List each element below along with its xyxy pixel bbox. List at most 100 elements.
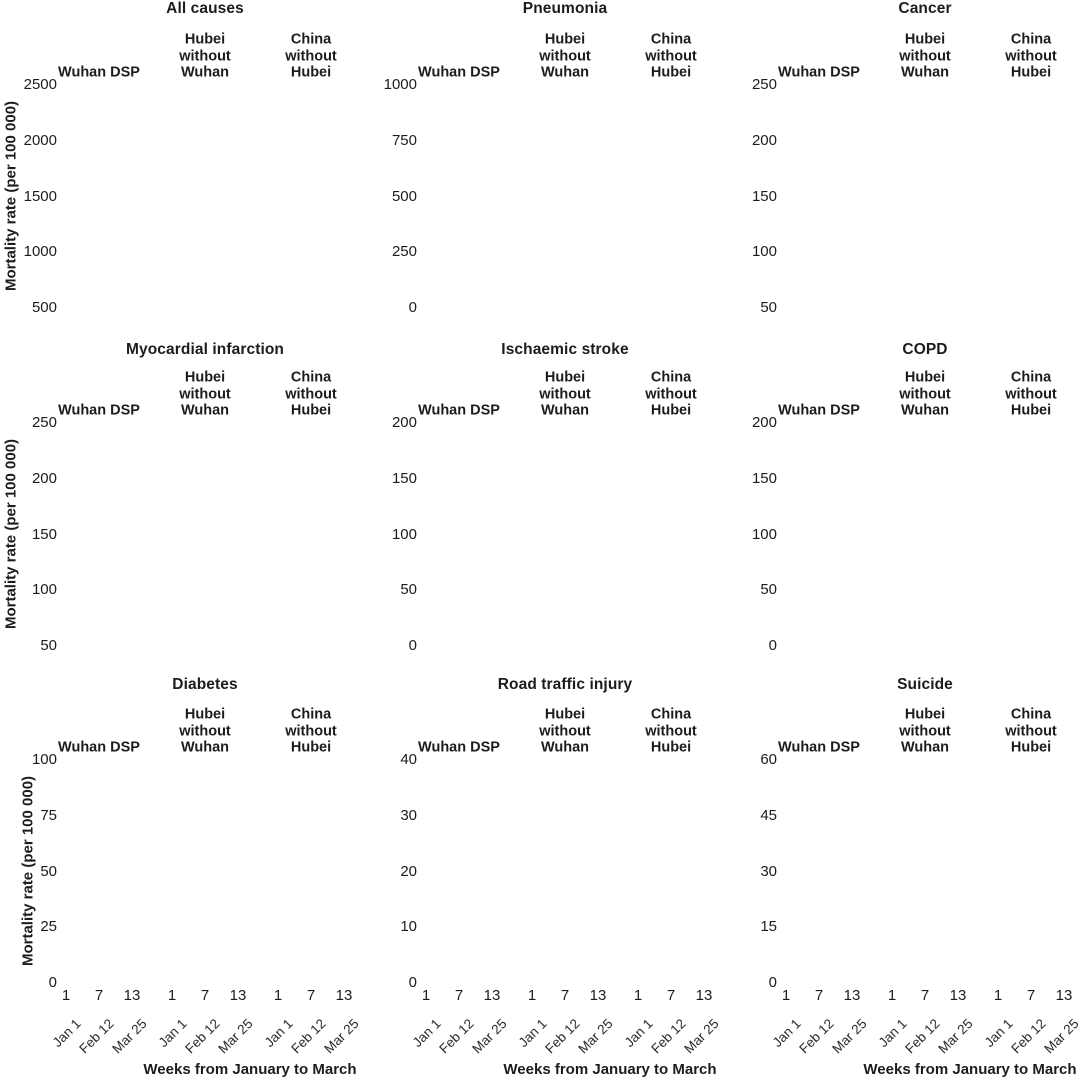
- x-axis-label: Weeks from January to March: [503, 1061, 717, 1078]
- x-tick-label: 7: [666, 987, 676, 1004]
- x-tick-label: 1: [273, 987, 283, 1004]
- y-tick-label: 200: [31, 469, 57, 487]
- y-tick-label: 45: [760, 806, 777, 824]
- cause-title-cancer: Cancer: [898, 0, 952, 17]
- y-tick-label: 200: [751, 131, 777, 149]
- x-tick-label: 7: [306, 987, 316, 1004]
- x-tick-label: 13: [589, 987, 607, 1004]
- region-title: China without Hubei: [1005, 31, 1057, 81]
- y-tick-label: 200: [391, 414, 417, 431]
- y-tick-label: 1000: [383, 76, 417, 93]
- x-tick-label: 13: [843, 987, 861, 1004]
- y-tick-label: 0: [768, 637, 777, 654]
- region-title: Hubei without Wuhan: [179, 31, 231, 81]
- x-tick-date-label: Feb 12: [542, 1016, 583, 1057]
- x-tick-date-label: Mar 25: [935, 1016, 976, 1057]
- x-tick-date-label: Mar 25: [681, 1016, 722, 1057]
- x-tick-label: 1: [781, 987, 791, 1004]
- x-tick-date-label: Mar 25: [215, 1016, 256, 1057]
- y-tick-label: 15: [760, 918, 777, 936]
- x-tick-date-label: Feb 12: [1008, 1016, 1049, 1057]
- region-title: China without Hubei: [645, 706, 697, 756]
- y-tick-label: 50: [40, 862, 57, 880]
- region-title: Wuhan DSP: [58, 402, 140, 419]
- region-title: Wuhan DSP: [778, 64, 860, 81]
- region-title: Wuhan DSP: [778, 402, 860, 419]
- y-tick-label: 150: [31, 525, 57, 543]
- x-tick-label: 1: [993, 987, 1003, 1004]
- y-tick-label: 1000: [23, 243, 57, 261]
- region-title: Hubei without Wuhan: [539, 369, 591, 419]
- x-tick-label: 1: [633, 987, 643, 1004]
- y-tick-label: 25: [40, 918, 57, 936]
- cause-title-pneumonia: Pneumonia: [522, 0, 608, 17]
- x-tick-label: 1: [421, 987, 431, 1004]
- y-tick-label: 250: [391, 243, 417, 261]
- x-tick-date-label: Mar 25: [469, 1016, 510, 1057]
- region-title: China without Hubei: [285, 31, 337, 81]
- x-tick-label: 13: [483, 987, 501, 1004]
- x-tick-label: 13: [335, 987, 353, 1004]
- region-title: China without Hubei: [645, 369, 697, 419]
- x-tick-date-label: Feb 12: [902, 1016, 943, 1057]
- y-tick-label: 0: [768, 974, 777, 991]
- y-tick-label: 40: [400, 751, 417, 768]
- region-title: Wuhan DSP: [58, 64, 140, 81]
- region-title: Wuhan DSP: [778, 739, 860, 756]
- region-title: China without Hubei: [285, 369, 337, 419]
- x-tick-date-label: Feb 12: [182, 1016, 223, 1057]
- y-tick-label: 50: [400, 581, 417, 599]
- y-tick-label: 150: [751, 187, 777, 205]
- x-tick-label: 7: [454, 987, 464, 1004]
- y-tick-label: 750: [391, 131, 417, 149]
- x-tick-date-label: Feb 12: [436, 1016, 477, 1057]
- x-tick-label: 1: [167, 987, 177, 1004]
- x-tick-date-label: Mar 25: [109, 1016, 150, 1057]
- region-title: China without Hubei: [1005, 369, 1057, 419]
- y-tick-label: 30: [400, 806, 417, 824]
- cause-title-all-causes: All causes: [166, 0, 244, 17]
- y-tick-label: 2000: [23, 131, 57, 149]
- y-tick-label: 100: [751, 243, 777, 261]
- x-tick-label: 7: [1026, 987, 1036, 1004]
- y-tick-label: 500: [391, 187, 417, 205]
- x-tick-date-label: Mar 25: [321, 1016, 362, 1057]
- x-axis-label: Weeks from January to March: [143, 1061, 357, 1078]
- y-tick-label: 50: [760, 581, 777, 599]
- cause-title-myocardial-infarction: Myocardial infarction: [126, 341, 284, 358]
- x-tick-label: 13: [123, 987, 141, 1004]
- x-tick-date-label: Feb 12: [648, 1016, 689, 1057]
- cause-title-road-traffic-injury: Road traffic injury: [497, 676, 633, 693]
- cause-title-suicide: Suicide: [897, 676, 953, 693]
- region-title: Wuhan DSP: [418, 64, 500, 81]
- x-tick-label: 7: [560, 987, 570, 1004]
- y-tick-label: 0: [408, 974, 417, 991]
- y-tick-label: 150: [391, 469, 417, 487]
- region-title: Hubei without Wuhan: [899, 706, 951, 756]
- x-tick-date-label: Feb 12: [288, 1016, 329, 1057]
- region-title: China without Hubei: [1005, 706, 1057, 756]
- x-tick-label: 1: [887, 987, 897, 1004]
- x-tick-label: 7: [94, 987, 104, 1004]
- region-title: Hubei without Wuhan: [179, 706, 231, 756]
- y-tick-label: 20: [400, 862, 417, 880]
- y-tick-label: 10: [400, 918, 417, 936]
- y-tick-label: 150: [751, 469, 777, 487]
- cause-title-copd: COPD: [902, 341, 948, 358]
- region-title: Wuhan DSP: [58, 739, 140, 756]
- region-title: Hubei without Wuhan: [899, 31, 951, 81]
- x-tick-date-label: Mar 25: [829, 1016, 870, 1057]
- y-tick-label: 200: [751, 414, 777, 431]
- x-tick-label: 1: [527, 987, 537, 1004]
- x-tick-label: 13: [695, 987, 713, 1004]
- region-title: China without Hubei: [645, 31, 697, 81]
- y-tick-label: 2500: [23, 76, 57, 93]
- y-tick-label: 75: [40, 806, 57, 824]
- y-tick-label: 250: [31, 414, 57, 431]
- x-tick-label: 13: [229, 987, 247, 1004]
- x-tick-date-label: Mar 25: [575, 1016, 616, 1057]
- region-title: China without Hubei: [285, 706, 337, 756]
- region-title: Hubei without Wuhan: [179, 369, 231, 419]
- x-tick-date-label: Feb 12: [796, 1016, 837, 1057]
